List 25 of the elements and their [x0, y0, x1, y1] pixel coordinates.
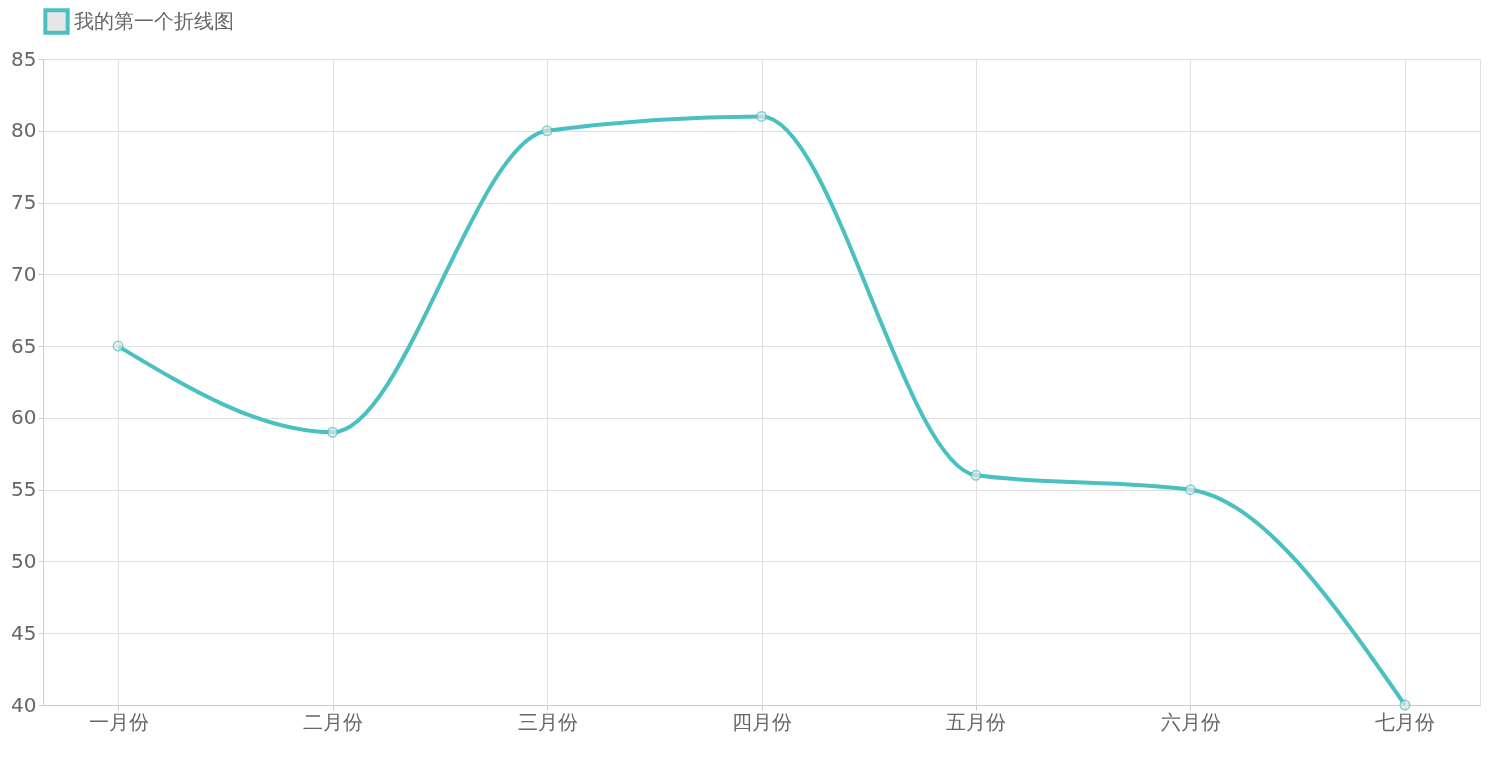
x-tick-label: 六月份: [1160, 709, 1221, 734]
y-tick-label: 80: [11, 118, 37, 143]
point: [541, 125, 553, 137]
x-tick-label: 四月份: [732, 709, 792, 734]
point: [112, 340, 124, 352]
point: [327, 426, 339, 438]
point: [1399, 699, 1411, 711]
legend-label: 我的第一个折线图: [74, 8, 234, 33]
y-tick-label: 60: [11, 405, 37, 430]
x-tick-label: 一月份: [88, 709, 149, 734]
x-tick-label: 二月份: [303, 709, 364, 734]
y-tick-label: 75: [11, 190, 37, 215]
x-tick-label: 三月份: [517, 709, 578, 734]
x-tick-label: 五月份: [946, 709, 1007, 734]
point: [1184, 484, 1196, 496]
x-tick-label: 七月份: [1375, 709, 1436, 734]
y-tick-label: 40: [11, 692, 37, 717]
y-tick-label: 45: [11, 620, 37, 645]
y-tick-label: 65: [11, 333, 37, 358]
y-tick-label: 85: [11, 46, 37, 71]
point: [970, 469, 982, 481]
point: [756, 110, 767, 122]
y-tick-label: 55: [11, 477, 37, 502]
y-tick-label: 70: [11, 261, 37, 286]
y-tick-label: 50: [11, 548, 37, 573]
